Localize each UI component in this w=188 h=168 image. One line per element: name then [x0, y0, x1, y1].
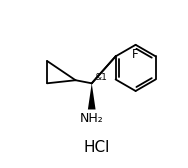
Polygon shape [88, 83, 96, 110]
Text: HCl: HCl [83, 139, 110, 155]
Text: NH₂: NH₂ [80, 112, 104, 125]
Text: &1: &1 [94, 73, 107, 82]
Text: F: F [132, 48, 139, 61]
